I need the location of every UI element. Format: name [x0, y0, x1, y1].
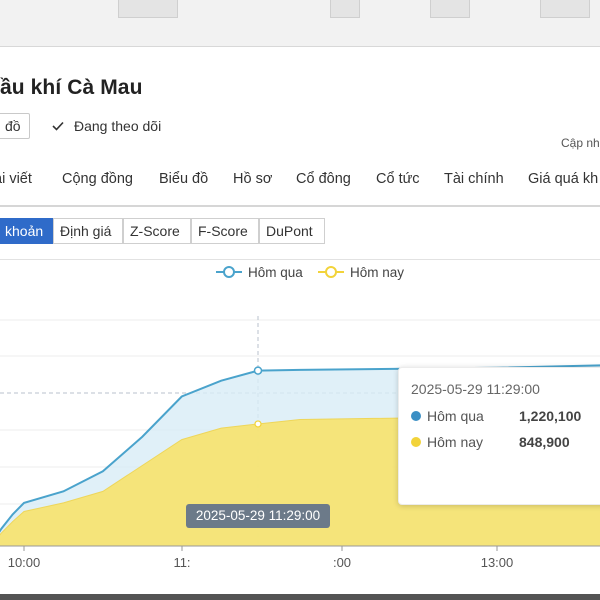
- nav-item-charts[interactable]: Biểu đồ: [159, 171, 209, 187]
- series-line-today: [0, 415, 600, 536]
- tooltip-dot-today: [411, 437, 421, 447]
- hover-point-today: [254, 420, 262, 428]
- x-tick-label: 10:00: [8, 555, 41, 570]
- x-tick-label: 11:: [173, 555, 190, 570]
- tooltip-row-today: Hôm nay 848,900: [411, 434, 599, 450]
- follow-button[interactable]: Đang theo dõi: [50, 118, 161, 134]
- tab-valuation[interactable]: Định giá: [53, 218, 123, 244]
- background-page-bottom: [0, 594, 600, 600]
- chart-tooltip: 2025-05-29 11:29:00 Hôm qua 1,220,100 Hô…: [398, 367, 600, 505]
- legend-marker: [325, 266, 337, 278]
- background-fragment: [118, 0, 178, 18]
- tooltip-dot-yesterday: [411, 411, 421, 421]
- nav-item-shareholders[interactable]: Cổ đông: [296, 171, 351, 187]
- nav-item-financials[interactable]: Tài chính: [444, 171, 504, 187]
- nav-item-price-history[interactable]: Giá quá kh: [528, 171, 599, 187]
- page-title: ầu khí Cà Mau: [0, 76, 143, 99]
- background-page-top: [0, 0, 600, 48]
- x-tick-label: :00: [333, 555, 351, 570]
- series-line-yesterday: [0, 364, 600, 533]
- tooltip-time: 2025-05-29 11:29:00: [411, 381, 540, 397]
- nav-item-community[interactable]: Cộng đồng: [62, 171, 133, 187]
- background-fragment: [430, 0, 470, 18]
- legend-label: Hôm nay: [350, 265, 404, 280]
- tooltip-row-yesterday: Hôm qua 1,220,100: [411, 408, 599, 424]
- check-icon: [52, 121, 64, 131]
- tab-z-score[interactable]: Z-Score: [123, 218, 191, 244]
- nav-divider: [0, 205, 600, 207]
- background-fragment: [330, 0, 360, 18]
- chart-button[interactable]: đồ: [0, 113, 30, 139]
- tooltip-series-name: Hôm qua: [427, 408, 484, 424]
- update-timestamp-label: Cập nh: [561, 136, 600, 150]
- chart-x-axis: 10:00 11: :00 13:00: [0, 545, 600, 570]
- tab-liquidity[interactable]: khoản: [0, 218, 53, 244]
- nav-item-profile[interactable]: Hồ sơ: [233, 171, 273, 187]
- tooltip-series-name: Hôm nay: [427, 434, 484, 450]
- hover-point-yesterday: [253, 366, 263, 375]
- background-fragment: [540, 0, 590, 18]
- tooltip-value: 1,220,100: [519, 408, 582, 424]
- legend-marker: [223, 266, 235, 278]
- tab-dupont[interactable]: DuPont: [259, 218, 325, 244]
- tooltip-value: 848,900: [519, 434, 570, 450]
- chart-legend: Hôm qua Hôm nay: [216, 265, 404, 280]
- legend-label: Hôm qua: [248, 265, 303, 280]
- tab-f-score[interactable]: F-Score: [191, 218, 259, 244]
- nav-item-posts[interactable]: ài viết: [0, 171, 32, 187]
- x-tick-label: 13:00: [481, 555, 514, 570]
- follow-label: Đang theo dõi: [74, 118, 162, 134]
- nav-item-dividends[interactable]: Cổ tức: [376, 171, 420, 187]
- axis-pointer-label: 2025-05-29 11:29:00: [186, 504, 330, 528]
